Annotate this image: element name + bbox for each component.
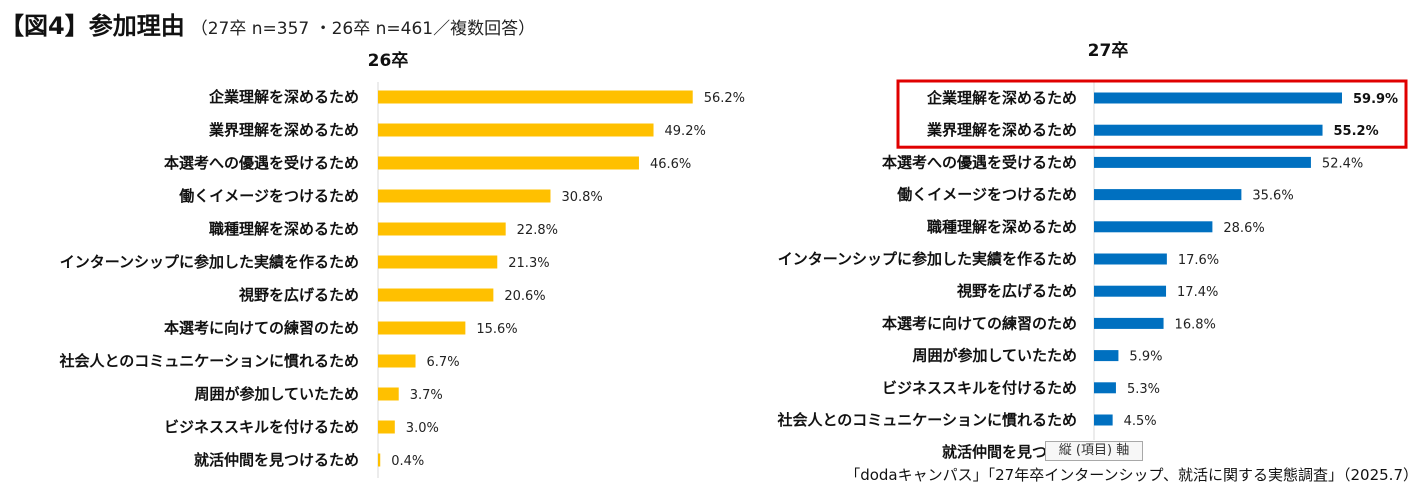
chart-27-bar — [1094, 221, 1213, 233]
chart-27-data-label: 55.2% — [1334, 124, 1379, 139]
chart-26-data-label: 46.6% — [650, 157, 691, 172]
chart-27-category-label: 就活仲間を見つける — [942, 443, 1077, 461]
chart-26-bar — [378, 288, 494, 302]
chart-27-category-label: 働くイメージをつけるため — [896, 186, 1077, 204]
chart-27-category-label: 職種理解を深めるため — [927, 218, 1077, 236]
chart-27-bar — [1094, 285, 1167, 297]
chart-27-category-label: 本選考に向けての練習のため — [882, 314, 1077, 332]
chart-27-category-label: インターンシップに参加した実績を作るため — [778, 250, 1077, 268]
chart-26-data-label: 20.6% — [504, 289, 545, 304]
chart-27-bar — [1094, 414, 1113, 426]
chart-26-category-label: 就活仲間を見つけるため — [194, 451, 359, 469]
figure-subtitle: （27卒 n=357 ・26卒 n=461／複数回答） — [190, 19, 536, 39]
figure-header: 【図4】参加理由 （27卒 n=357 ・26卒 n=461／複数回答） — [0, 6, 535, 41]
chart-27-data-label: 5.9% — [1129, 350, 1162, 365]
chart-26-category-label: 業界理解を深めるため — [208, 121, 359, 139]
chart-27-category-label: 社会人とのコミュニケーションに慣れるため — [776, 411, 1077, 429]
chart-27-category-label: 本選考への優遇を受けるため — [882, 153, 1077, 171]
chart-27-bar — [1094, 382, 1116, 394]
chart-26-data-label: 56.2% — [704, 91, 745, 106]
chart-27-bar — [1094, 92, 1342, 104]
chart-26-bar — [378, 123, 654, 137]
chart-27-data-label: 52.4% — [1322, 156, 1363, 171]
chart-26-category-label: 本選考に向けての練習のため — [164, 319, 359, 337]
chart-27-highlight-box — [896, 79, 1408, 149]
chart-27-category-label: 企業理解を深めるため — [926, 89, 1077, 107]
chart-26-data-label: 3.0% — [406, 421, 439, 436]
chart-27-category-label: ビジネススキルを付けるため — [882, 379, 1077, 397]
chart-26-data-label: 22.8% — [517, 223, 558, 238]
chart-26-bar — [378, 222, 506, 236]
chart-26-data-label: 30.8% — [561, 190, 602, 205]
chart-26-bar — [378, 453, 381, 467]
chart-26-data-label: 3.7% — [410, 388, 443, 403]
chart-26-bar — [378, 189, 551, 203]
chart-26-category-label: 本選考への優遇を受けるため — [164, 154, 359, 172]
chart-27-category-label: 業界理解を深めるため — [926, 121, 1077, 139]
chart-26-category-label: 視野を広げるため — [238, 286, 359, 304]
chart-26-bar — [378, 420, 395, 434]
chart-27-bar — [1094, 124, 1323, 136]
chart-27-category-label: 周囲が参加していたため — [912, 347, 1077, 365]
chart-27-data-label: 17.4% — [1177, 285, 1218, 300]
chart-27-bar — [1094, 156, 1311, 168]
chart-27-data-label: 35.6% — [1252, 189, 1293, 204]
chart-27-data-label: 16.8% — [1175, 317, 1216, 332]
chart-26-bar — [378, 156, 639, 170]
chart-27-data-label: 5.3% — [1127, 382, 1160, 397]
chart-27-category-label: 視野を広げるため — [956, 282, 1077, 300]
chart-26-bar — [378, 387, 399, 401]
chart-27-bar — [1094, 317, 1164, 329]
chart-27-data-label: 4.5% — [1124, 414, 1157, 429]
chart-27-bar — [1094, 189, 1242, 201]
chart-26-category-label: 働くイメージをつけるため — [178, 187, 359, 205]
chart-26-category-label: 社会人とのコミュニケーションに慣れるため — [58, 352, 359, 370]
chart-26-category-label: インターンシップに参加した実績を作るため — [60, 253, 359, 271]
chart-26-data-label: 6.7% — [427, 355, 460, 370]
chart-26-bar — [378, 354, 416, 368]
chart-26-data-label: 0.4% — [391, 454, 424, 469]
chart-27-data-label: 28.6% — [1223, 221, 1264, 236]
chart-26-bar — [378, 255, 498, 269]
chart-27-data-label: 59.9% — [1353, 92, 1398, 107]
figure-title: 【図4】参加理由 — [0, 12, 185, 40]
chart-27-bar — [1094, 350, 1119, 362]
chart-26-data-label: 15.6% — [476, 322, 517, 337]
chart-26-category-label: 職種理解を深めるため — [209, 220, 359, 238]
chart-27-bar — [1094, 253, 1167, 265]
chart-26-bar — [378, 321, 466, 335]
chart-26-bar — [378, 90, 693, 104]
chart-26-data-label: 49.2% — [665, 124, 706, 139]
chart-26-category-label: 周囲が参加していたため — [194, 385, 359, 403]
source-note: 「dodaキャンパス」「27年卒インターンシップ、就活に関する実態調査」（202… — [845, 466, 1418, 484]
chart-26-title: 26卒 — [368, 50, 409, 71]
chart-26-category-label: ビジネススキルを付けるため — [164, 418, 359, 436]
axis-tooltip: 縦 (項目) 軸 — [1045, 441, 1143, 461]
chart-27-data-label: 17.6% — [1178, 253, 1219, 268]
chart-26-category-label: 企業理解を深めるため — [208, 88, 359, 106]
chart-26-data-label: 21.3% — [508, 256, 549, 271]
chart-27-title: 27卒 — [1088, 40, 1129, 61]
